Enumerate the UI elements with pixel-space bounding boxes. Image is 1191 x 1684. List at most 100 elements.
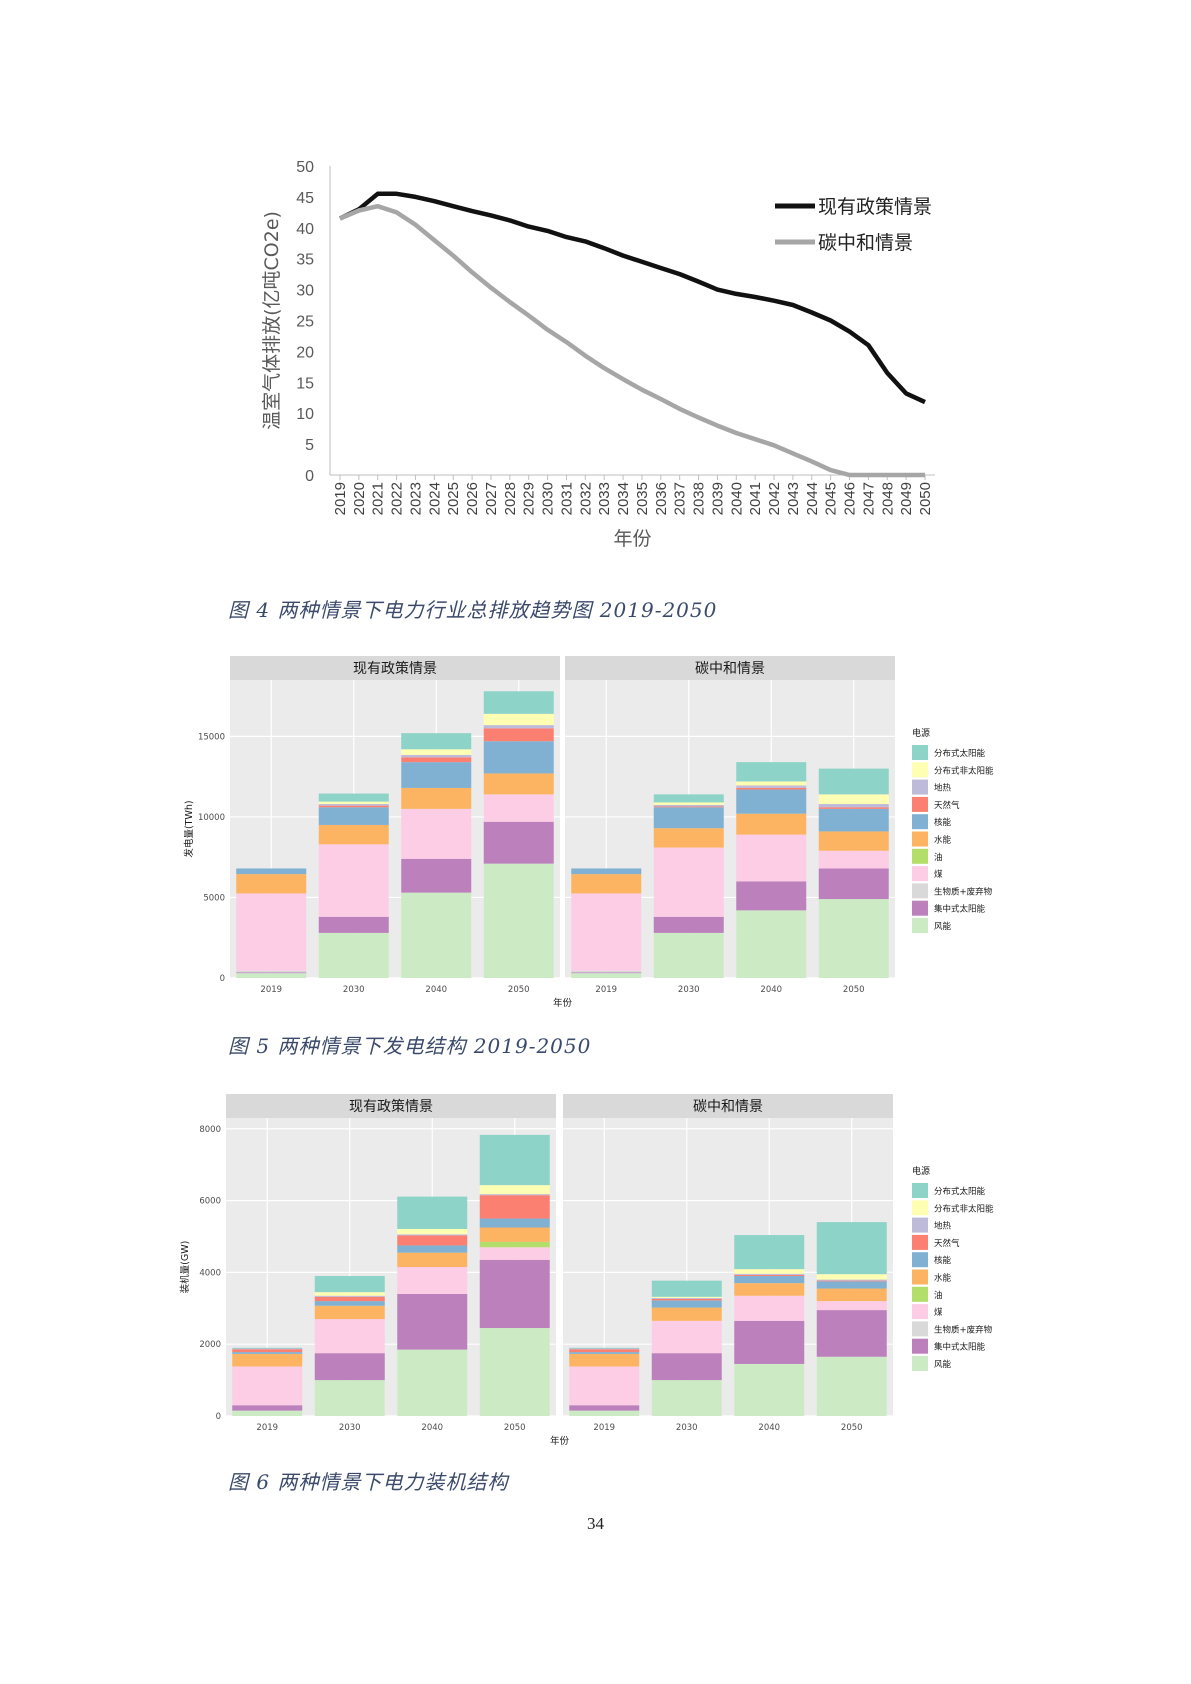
bar-segment	[653, 828, 724, 848]
y-tick-label: 5000	[203, 893, 225, 903]
x-tick-label: 2044	[804, 482, 821, 515]
page-number: 34	[587, 1514, 604, 1533]
x-tick-label: 2019	[593, 1423, 615, 1433]
bar-segment	[818, 807, 889, 809]
x-tick-label: 2030	[343, 985, 365, 995]
bar-segment	[318, 805, 389, 808]
legend-label: 现有政策情景	[818, 196, 932, 218]
bar-segment	[734, 1283, 805, 1296]
y-axis-title: 温室气体排放(亿吨CO2e)	[261, 211, 283, 430]
bar-segment	[232, 1353, 303, 1367]
legend-label: 生物质+废弃物	[934, 1324, 993, 1335]
x-tick-label: 2031	[558, 482, 575, 515]
bar-segment	[236, 972, 307, 974]
x-tick-label: 2022	[389, 482, 406, 515]
legend-label: 地热	[934, 783, 952, 794]
bar-segment	[734, 1320, 805, 1364]
bar-segment	[479, 1185, 550, 1195]
bar-segment	[401, 733, 472, 750]
x-axis-title: 年份	[613, 528, 651, 550]
bar-segment	[314, 1296, 385, 1302]
x-tick-label: 2023	[407, 482, 424, 515]
bar-segment	[736, 785, 807, 788]
x-tick-label: 2034	[615, 482, 632, 515]
legend-label: 集中式太阳能	[934, 904, 986, 915]
bar-segment	[232, 1347, 303, 1349]
legend-swatch	[912, 1183, 928, 1198]
figure-6-caption: 图 6 两种情景下电力装机结构	[228, 1470, 509, 1494]
bar-segment	[314, 1380, 385, 1416]
bar-segment	[736, 881, 807, 911]
bar-segment	[479, 1241, 550, 1248]
bar-segment	[736, 789, 807, 814]
bar-segment	[651, 1353, 722, 1381]
facet-title: 碳中和情景	[693, 1099, 763, 1115]
bar-segment	[736, 910, 807, 978]
x-tick-label: 2040	[728, 482, 745, 515]
bar-segment	[318, 804, 389, 806]
legend-swatch	[912, 883, 928, 899]
bar-segment	[483, 741, 554, 774]
x-tick-label: 2019	[595, 985, 617, 995]
legend-swatch	[912, 762, 928, 778]
legend-swatch	[912, 1321, 928, 1337]
legend-label: 水能	[934, 1273, 952, 1284]
x-tick-label: 2027	[483, 482, 500, 515]
bar-segment	[653, 847, 724, 917]
bar-segment	[571, 973, 642, 978]
bar-segment	[401, 757, 472, 763]
x-tick-label: 2040	[421, 1423, 443, 1433]
bar-segment	[397, 1267, 468, 1294]
y-tick-label: 4000	[199, 1268, 221, 1278]
bar-segment	[818, 794, 889, 805]
bar-segment	[483, 863, 554, 978]
bar-segment	[401, 749, 472, 755]
x-tick-label: 2024	[426, 482, 443, 515]
bar-segment	[651, 1320, 722, 1354]
bar-segment	[736, 787, 807, 790]
bar-segment	[653, 807, 724, 829]
legend-swatch	[912, 1286, 928, 1302]
legend-title: 电源	[912, 727, 930, 739]
legend-swatch	[912, 900, 928, 916]
legend-swatch	[912, 796, 928, 812]
legend-label: 风能	[934, 1359, 952, 1370]
figure-4-caption: 图 4 两种情景下电力行业总排放趋势图 2019-2050	[228, 598, 718, 622]
bar-segment	[818, 808, 889, 832]
series-line	[339, 203, 925, 478]
bar-segment	[651, 1296, 722, 1298]
x-tick-label: 2020	[351, 482, 368, 515]
bar-segment	[736, 781, 807, 786]
bar-segment	[569, 1366, 640, 1406]
bar-segment	[818, 768, 889, 795]
bar-segment	[734, 1273, 805, 1275]
bar-segment	[397, 1228, 468, 1235]
bar-segment	[734, 1274, 805, 1276]
legend-swatch	[912, 1217, 928, 1233]
legend-swatch	[912, 918, 928, 933]
bar-segment	[734, 1275, 805, 1284]
bar-segment	[401, 762, 472, 788]
legend-label: 风能	[934, 921, 952, 932]
y-tick-label: 5	[305, 437, 314, 454]
bar-segment	[818, 831, 889, 851]
x-tick-label: 2033	[596, 482, 613, 515]
legend-label: 核能	[934, 1255, 952, 1266]
x-tick-label: 2030	[676, 1423, 698, 1433]
bar-segment	[479, 1134, 550, 1186]
bar-segment	[236, 874, 307, 894]
y-tick-label: 25	[296, 314, 314, 331]
legend-label: 生物质+废弃物	[934, 886, 993, 897]
bar-segment	[314, 1295, 385, 1297]
bar-segment	[653, 804, 724, 807]
y-axis-title: 装机量(GW)	[179, 1241, 191, 1294]
bar-segment	[569, 1349, 640, 1353]
bar-segment	[232, 1352, 303, 1354]
y-tick-label: 35	[296, 252, 314, 269]
legend-swatch	[912, 745, 928, 760]
facet-strip	[565, 656, 895, 680]
bar-segment	[479, 1218, 550, 1228]
bar-segment	[483, 725, 554, 729]
bar-segment	[483, 794, 554, 822]
